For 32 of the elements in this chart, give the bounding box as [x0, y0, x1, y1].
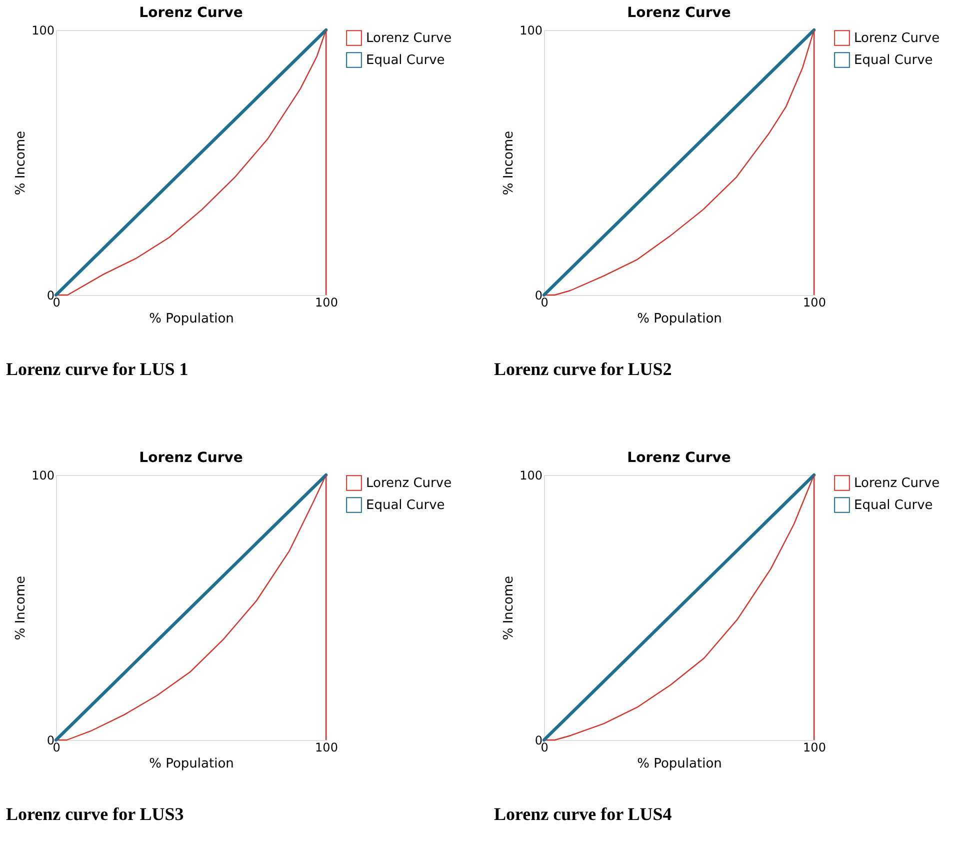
x-axis-title: % Population	[637, 312, 722, 326]
text: Lorenz curve for LUS2	[494, 359, 672, 379]
legend-label: Equal Curve	[366, 53, 445, 68]
x-axis-title: % Population	[637, 756, 722, 772]
chart-title: Lorenz Curve	[627, 450, 731, 466]
chart-title: Lorenz Curve	[627, 5, 731, 21]
y-tick-label: 100	[520, 468, 542, 482]
legend-label: Equal Curve	[854, 498, 933, 513]
y-tick-label: 100	[520, 24, 542, 38]
legend-label: Lorenz Curve	[854, 476, 940, 491]
text: Lorenz curve for LUS3	[6, 804, 184, 824]
x-tick-label: 100	[803, 740, 826, 754]
text: Lorenz curve for LUS4	[494, 804, 672, 824]
legend-label: Equal Curve	[854, 53, 933, 68]
chart-title: Lorenz Curve	[139, 450, 243, 466]
x-tick-label: 100	[315, 740, 338, 754]
y-axis-title: % Income	[502, 130, 517, 196]
y-tick-label: 100	[32, 468, 54, 482]
legend-label: Lorenz Curve	[366, 31, 452, 46]
x-axis-title: % Population	[149, 756, 234, 772]
x-tick-label: 100	[315, 296, 338, 310]
legend-label: Lorenz Curve	[366, 476, 452, 491]
x-tick-label: 100	[803, 296, 826, 310]
y-axis-title: % Income	[14, 576, 29, 640]
legend-label: Equal Curve	[366, 498, 445, 513]
y-tick-label: 100	[32, 24, 54, 38]
legend-label: Lorenz Curve	[854, 31, 940, 46]
chart-title: Lorenz Curve	[139, 5, 243, 21]
x-axis-title: % Population	[149, 312, 234, 326]
y-axis-title: % Income	[502, 576, 517, 640]
y-axis-title: % Income	[14, 130, 29, 196]
text: Lorenz curve for LUS 1	[6, 359, 188, 379]
